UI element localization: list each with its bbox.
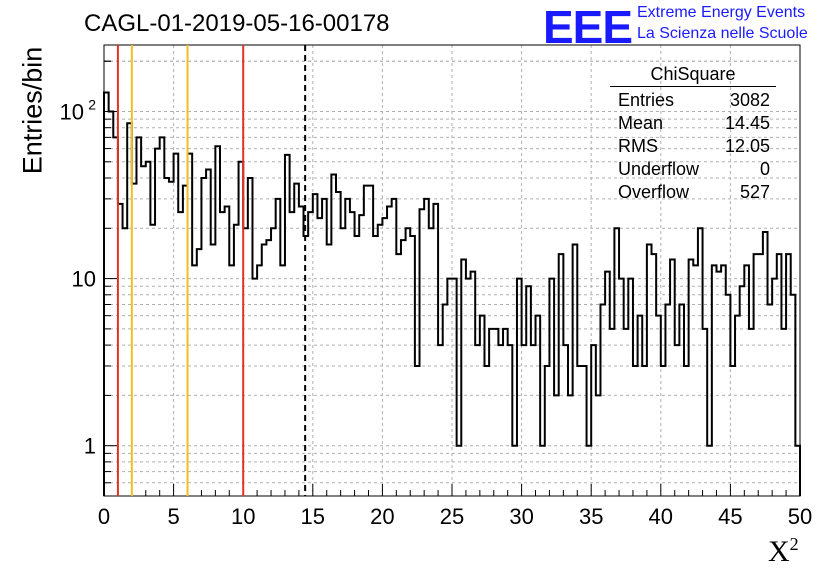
stats-row-mean: Mean 14.45 <box>618 113 770 133</box>
stats-row-rms: RMS 12.05 <box>618 136 770 156</box>
y-tick-label: 10 <box>60 99 84 124</box>
stats-title: ChiSquare <box>610 64 776 87</box>
x-tick-label: 10 <box>231 504 255 529</box>
stats-row-overflow: Overflow 527 <box>618 182 770 202</box>
stats-row-underflow: Underflow 0 <box>618 159 770 179</box>
x-tick-label: 20 <box>370 504 394 529</box>
x-tick-label: 15 <box>301 504 325 529</box>
x-tick-label: 40 <box>649 504 673 529</box>
x-tick-label: 35 <box>579 504 603 529</box>
x-tick-label: 5 <box>167 504 179 529</box>
x-axis-label: X2 <box>768 534 799 568</box>
eee-logo: EEE <box>543 1 633 53</box>
chart-title: CAGL-01-2019-05-16-00178 <box>84 10 390 37</box>
y-axis-label: Entries/bin <box>17 46 48 175</box>
org-subtitle: La Scienza nelle Scuole <box>637 25 808 42</box>
x-tick-label: 50 <box>788 504 812 529</box>
stats-row-entries: Entries 3082 <box>618 90 770 110</box>
x-tick-label: 45 <box>718 504 742 529</box>
x-tick-label: 0 <box>98 504 110 529</box>
x-tick-label: 25 <box>440 504 464 529</box>
y-tick-label: 1 <box>84 434 96 459</box>
y-tick-label: 10 <box>72 267 96 292</box>
org-name: Extreme Energy Events <box>637 4 806 21</box>
histogram-steps <box>103 91 801 496</box>
x-tick-label: 30 <box>509 504 533 529</box>
stats-box: ChiSquare Entries 3082 Mean 14.45 RMS 12.05… <box>610 64 776 204</box>
y-tick-label-exponent: 2 <box>88 96 96 112</box>
